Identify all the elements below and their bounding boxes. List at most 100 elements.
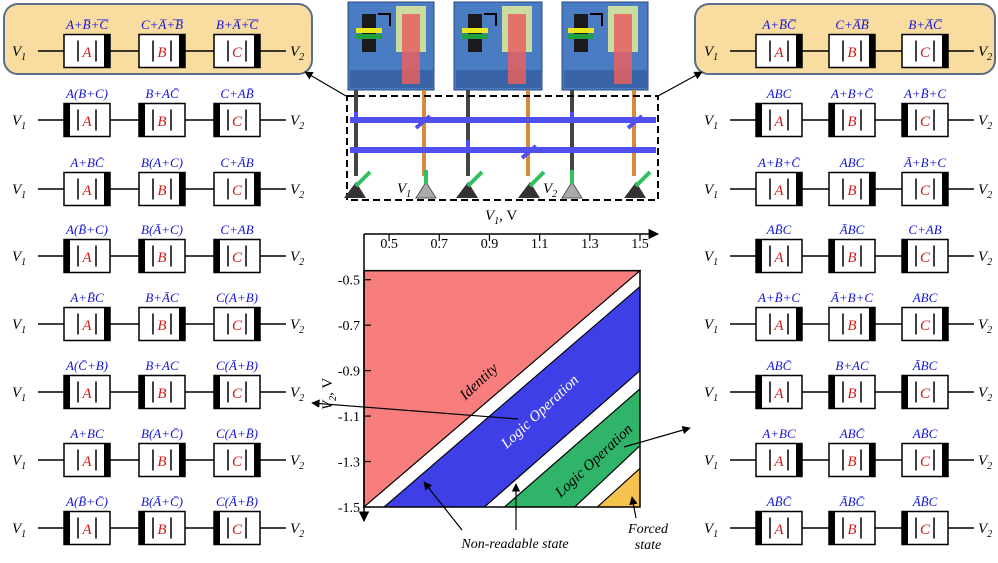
polarity-bar (869, 307, 875, 341)
polarity-bar (64, 103, 70, 137)
device-schematic: V1 V2 (344, 1, 659, 201)
phase-regions (362, 269, 642, 509)
device-letter: A (773, 183, 784, 199)
polarity-bar (214, 511, 220, 545)
left-gate-row: V1 V2 A A+BC B B(A+C̄) C C(A+B̄) (12, 426, 304, 478)
polarity-bar (796, 172, 802, 206)
device-letter: B (157, 183, 166, 199)
arrow-to-right-box (657, 71, 703, 97)
logic-expression: A(B+C) (65, 86, 108, 101)
device-letter: C (232, 250, 243, 266)
polarity-bar (139, 239, 145, 273)
right-gate-row: V1 V2 A A+B+C̄ B ABC C Ā+B+C (704, 155, 992, 207)
polarity-bar (796, 443, 802, 477)
memristor-box (755, 171, 803, 207)
logic-expression: ĀBC̄ (839, 494, 865, 509)
v2-terminal-label: V2 (290, 453, 304, 472)
device-letter: B (847, 45, 856, 61)
device-letter: A (773, 522, 784, 538)
logic-expression: AB̄C̄ (766, 494, 792, 509)
polarity-bar (942, 172, 948, 206)
memristor-box (828, 510, 876, 546)
memristor-box (755, 102, 803, 138)
bus-taps (354, 112, 644, 160)
memristor-box (901, 171, 949, 207)
y-tick-label: -1.1 (338, 410, 360, 425)
logic-expression: A+B+C̄ (757, 155, 800, 170)
v2-terminal-label: V2 (290, 44, 304, 63)
logic-expression: A+B̄+C (903, 86, 946, 101)
memristor-box (828, 306, 876, 342)
memristor-box (901, 102, 949, 138)
polarity-bar (214, 103, 220, 137)
device-letter: B (847, 114, 856, 130)
polarity-bar (796, 307, 802, 341)
arrow-to-left-box (304, 71, 347, 97)
device-letter: B (157, 318, 166, 334)
v1-terminal-label: V1 (12, 249, 26, 268)
memristor-box (138, 510, 186, 546)
memristor-box (63, 171, 111, 207)
memristor-box (138, 33, 186, 69)
polarity-bar (214, 239, 220, 273)
memristor-box (755, 238, 803, 274)
logic-expression: ABC (766, 86, 792, 101)
logic-expression: ĀBC (912, 358, 938, 373)
polarity-bar (829, 375, 835, 409)
schematic-v2-label: V2 (543, 181, 557, 200)
polarity-bar (179, 443, 185, 477)
device-letter: B (157, 522, 166, 538)
v2-terminal-label: V2 (978, 113, 992, 132)
memristor-box (828, 374, 876, 410)
polarity-bar (902, 103, 908, 137)
x-tick-label: 0.5 (380, 237, 398, 252)
device-block-3 (561, 1, 649, 91)
y-tick-label: -0.9 (338, 365, 360, 380)
polarity-bar (64, 511, 70, 545)
logic-expression: B(A+C) (141, 155, 183, 170)
memristor-box (138, 102, 186, 138)
polarity-bar (869, 34, 875, 68)
schematic-v1-label: V1 (397, 181, 411, 200)
polarity-bar (139, 511, 145, 545)
memristor-box (213, 102, 261, 138)
logic-expression: ABC̄ (766, 358, 792, 373)
y-tick-label: -1.5 (338, 501, 360, 516)
left-gate-row: V1 V2 A A(C̄+B) B B+AC C C(Ā+B) (12, 358, 304, 410)
logic-expression: A+B̄C (69, 290, 104, 305)
memristor-box (755, 374, 803, 410)
polarity-bar (254, 34, 260, 68)
polarity-bar (64, 375, 70, 409)
logic-expression: C+AB̄ (220, 86, 253, 101)
memristor-box (901, 374, 949, 410)
device-letter: A (773, 454, 784, 470)
logic-expression: B(A+C̄) (141, 426, 183, 441)
logic-expression: A(B̄+C̄) (65, 494, 108, 509)
y-tick-label: -1.3 (338, 456, 360, 471)
memristor-box (901, 306, 949, 342)
logic-expression: B(Ā+C̄) (141, 494, 183, 509)
device-letter: A (81, 250, 92, 266)
logic-expression: C(Ā+B) (216, 358, 258, 373)
device-letter: B (847, 522, 856, 538)
device-letter: A (81, 318, 92, 334)
v1-terminal-label: V1 (704, 113, 718, 132)
device-letter: B (847, 318, 856, 334)
memristor-box (138, 374, 186, 410)
device-letter: B (157, 114, 166, 130)
v2-terminal-label: V2 (978, 317, 992, 336)
bus-lines (350, 117, 656, 153)
x-tick-label: 0.9 (481, 237, 499, 252)
arrow-to-left-row (311, 399, 519, 420)
device-letter: A (81, 386, 92, 402)
device-letter: C (920, 522, 931, 538)
device-letter: C (920, 318, 931, 334)
v2-terminal-label: V2 (978, 44, 992, 63)
left-gate-row: V1 V2 A A+BC̄ B B(A+C) C C+ĀB (12, 155, 304, 207)
v1-terminal-label: V1 (704, 249, 718, 268)
v1-terminal-label: V1 (12, 113, 26, 132)
v1-terminal-label: V1 (12, 44, 26, 63)
forced-annotation: Forced (627, 522, 669, 537)
polarity-bar (179, 172, 185, 206)
memristor-box (138, 238, 186, 274)
